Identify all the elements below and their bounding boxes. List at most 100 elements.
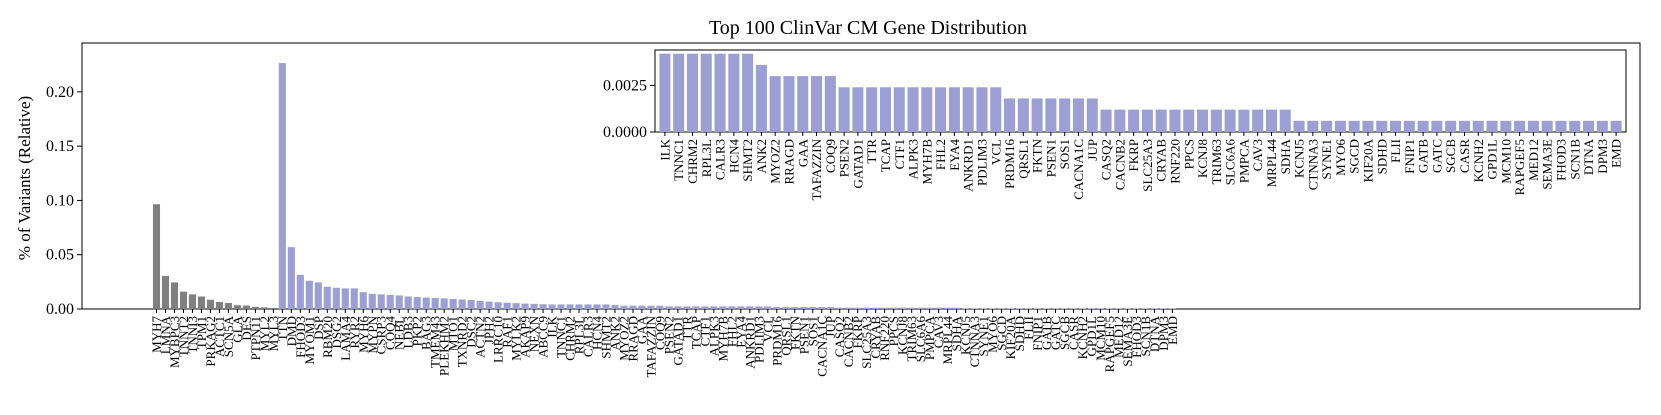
y-axis-label: % of Variants (Relative)	[15, 96, 34, 260]
bar-ctf1	[701, 306, 709, 309]
x-tick-label-coq4: COQ4	[383, 316, 398, 350]
inset-bar-qrsl1	[1017, 98, 1029, 132]
bar-gatc	[1051, 308, 1060, 309]
inset-x-tick-label-slc25a3: SLC25A3	[1140, 139, 1155, 192]
inset-bar-eya4	[948, 87, 960, 132]
x-tick-label-dsp: DSP	[311, 316, 326, 340]
x-tick-label-ank2: ANK2	[607, 316, 622, 351]
inset-x-tick-label-fktn: FKTN	[1030, 138, 1045, 173]
y-tick-label-0: 0.00	[46, 301, 74, 318]
x-tick-label-shmt2: SHMT2	[598, 316, 613, 359]
x-tick-label-casr: CASR	[1066, 316, 1081, 350]
x-tick-label-ctnna3: CTNNA3	[967, 316, 982, 367]
bar-ldb3	[404, 296, 412, 309]
inset-plot: 0.00000.0025ILKTNNC1CHRM2RPL3LCALR3HCN4S…	[603, 49, 1627, 201]
inset-x-tick-label-sgcb: SGCB	[1443, 139, 1458, 173]
bar-tnnc1	[557, 304, 565, 309]
inset-bar-chrm2	[686, 53, 698, 132]
inset-x-tick-label-kif20a: KIF20A	[1360, 138, 1375, 182]
inset-bar-ctnna3	[1307, 120, 1319, 132]
bar-pmpca	[926, 307, 934, 309]
x-tick-label-syne1: SYNE1	[976, 316, 991, 356]
inset-bar-kcnj8	[1197, 109, 1209, 132]
x-tick-label-actn2: ACTN2	[473, 316, 488, 358]
inset-bar-ctf1	[893, 87, 905, 132]
x-tick-label-des: DES	[239, 316, 254, 341]
bar-dsc2	[467, 299, 475, 309]
x-tick-label-coq9: COQ9	[652, 316, 667, 350]
inset-y-tick-label-1: 0.0025	[603, 77, 647, 94]
x-tick-label-akap9: AKAP9	[518, 316, 533, 358]
bar-mcm10	[1096, 308, 1104, 309]
x-tick-label-gatc: GATC	[1048, 316, 1063, 350]
x-tick-label-sos1: SOS1	[805, 316, 820, 346]
bar-actc1	[215, 301, 223, 309]
bar-raf1	[503, 302, 511, 309]
bar-myh7	[152, 204, 161, 309]
inset-bar-pmpca	[1238, 109, 1250, 132]
x-tick-label-cacna1c: CACNA1C	[814, 316, 829, 377]
main-plot: 0.000.050.100.150.20MYH7LMNAMYBPC3TNNT2T…	[46, 42, 1641, 378]
inset-bar-fkrp	[1128, 109, 1140, 132]
bar-ctnna3	[971, 308, 979, 309]
bar-fktn	[791, 307, 799, 309]
inset-bar-fktn	[1031, 98, 1043, 132]
bar-cav3	[935, 307, 943, 309]
x-tick-label-ptpn11: PTPN11	[248, 316, 263, 360]
inset-bar-prdm16	[1004, 98, 1016, 132]
inset-x-tick-label-sdha: SDHA	[1278, 138, 1293, 174]
x-tick-label-abcc9: ABCC9	[536, 316, 551, 358]
bar-sgcd	[998, 308, 1006, 309]
x-tick-label-scn5a: SCN5A	[221, 315, 236, 357]
inset-bar-ank2	[755, 64, 767, 132]
inset-bar-coq9	[824, 76, 836, 132]
x-tick-label-jup: JUP	[823, 316, 838, 338]
bar-med12	[1114, 308, 1122, 309]
inset-bar-gpd1l	[1486, 120, 1498, 132]
inset-bar-flii	[1390, 120, 1402, 132]
x-tick-label-slc25a3: SLC25A3	[859, 316, 874, 369]
bar-myh6	[359, 292, 367, 309]
inset-x-tick-label-chrm2: CHRM2	[685, 139, 700, 184]
x-tick-label-kcnj5: KCNJ5	[958, 316, 973, 355]
bar-chrm2	[566, 304, 574, 309]
x-tick-label-pkp2: PKP2	[410, 316, 425, 346]
inset-x-tick-label-myoz2: MYOZ2	[768, 139, 783, 184]
inset-x-tick-label-shmt2: SHMT2	[740, 139, 755, 182]
inset-bar-kcnj5	[1293, 120, 1305, 132]
inset-bar-tnnc1	[673, 53, 685, 132]
x-tick-label-gla: GLA	[230, 315, 245, 342]
x-tick-label-ctf1: CTF1	[697, 316, 712, 346]
x-tick-label-prdm16: PRDM16	[769, 316, 784, 366]
inset-x-tick-label-casr: CASR	[1457, 139, 1472, 173]
x-tick-label-emd: EMD	[1165, 316, 1180, 345]
x-tick-label-tpm1: TPM1	[194, 316, 209, 349]
inset-bar-ppcs	[1183, 109, 1195, 132]
x-tick-label-gatad1: GATAD1	[670, 316, 685, 366]
x-tick-label-myl2: MYL2	[257, 316, 272, 351]
inset-bar-slc25a3	[1141, 109, 1153, 132]
bar-hcn4	[593, 304, 601, 309]
bar-rpl3l	[575, 304, 583, 309]
inset-x-tick-label-kcnj8: KCNJ8	[1195, 139, 1210, 178]
bar-mrpl44	[944, 307, 952, 309]
x-tick-label-nexn: NEXN	[527, 315, 542, 352]
inset-x-tick-label-sos1: SOS1	[1057, 139, 1072, 169]
x-tick-label-myom1: MYOM1	[302, 316, 317, 364]
x-tick-label-myoz2: MYOZ2	[616, 316, 631, 361]
inset-x-tick-label-ctnna3: CTNNA3	[1305, 139, 1320, 190]
inset-x-tick-label-ankrd1: ANKRD1	[961, 139, 976, 192]
bar-casr	[1069, 308, 1078, 309]
bar-sdha	[953, 307, 961, 309]
x-tick-label-slc6a6: SLC6A6	[913, 316, 928, 363]
bar-fhl2	[728, 306, 736, 309]
inset-bar-sgcd	[1348, 120, 1360, 132]
x-tick-label-psen2: PSEN2	[661, 316, 676, 354]
bar-plekhm2	[440, 298, 448, 309]
bar-csrp3	[377, 294, 385, 309]
x-tick-label-prkag2: PRKAG2	[203, 316, 218, 367]
bar-slc25a3	[863, 307, 871, 309]
inset-x-tick-label-cav3: CAV3	[1250, 139, 1265, 171]
bar-gaa	[638, 305, 646, 309]
